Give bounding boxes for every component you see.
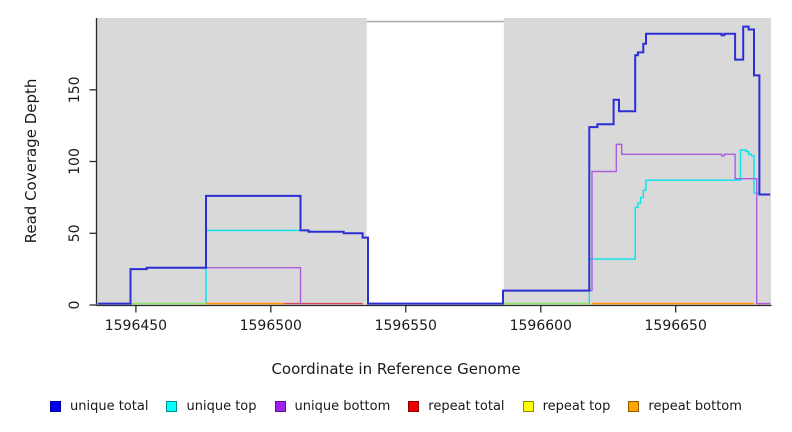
legend-item-unique-top: unique top (166, 399, 257, 414)
x-tick-label: 1596550 (375, 318, 437, 334)
legend-label: unique total (70, 399, 149, 414)
y-tick-label: 100 (67, 148, 83, 175)
coverage-plot: 1596450 1596500 1596550 1596600 1596650 0 50 10… (67, 18, 772, 334)
legend-label: repeat bottom (648, 399, 742, 414)
legend-item-unique-bottom: unique bottom (274, 399, 391, 414)
legend-label: repeat total (428, 399, 505, 414)
series-line-unique-total (98, 25, 771, 305)
series-line-unique-bottom (503, 143, 771, 305)
legend-swatch-repeat-bottom (628, 401, 640, 412)
legend-swatch-repeat-total (408, 401, 420, 412)
x-axis-title: Coordinate in Reference Genome (271, 360, 521, 378)
legend-item-repeat-bottom: repeat bottom (628, 399, 742, 414)
y-axis-title: Read Coverage Depth (22, 78, 40, 244)
shaded-region (97, 18, 367, 305)
x-tick-label: 1596600 (510, 318, 572, 334)
x-tick-label: 1596500 (240, 318, 302, 334)
shaded-region (503, 18, 771, 305)
series-line-unique-bottom (206, 267, 302, 304)
y-tick-label: 0 (67, 301, 83, 310)
legend-label: repeat top (542, 399, 611, 414)
legend-label: unique bottom (294, 399, 391, 414)
legend-swatch-repeat-top (522, 401, 534, 412)
y-tick-label: 50 (67, 224, 83, 242)
legend-swatch-unique-bottom (274, 401, 286, 412)
legend-item-repeat-total: repeat total (408, 399, 505, 414)
legend-item-unique-total: unique total (50, 399, 148, 414)
legend-swatch-unique-top (166, 401, 178, 412)
legend: unique total unique top unique bottom repea… (0, 399, 792, 414)
x-tick-label: 1596650 (645, 318, 707, 334)
y-tick-label: 150 (67, 76, 83, 103)
legend-item-repeat-top: repeat top (522, 399, 611, 414)
legend-swatch-unique-total (50, 401, 61, 412)
x-tick-label: 1596450 (105, 318, 167, 334)
legend-label: unique top (186, 399, 257, 414)
